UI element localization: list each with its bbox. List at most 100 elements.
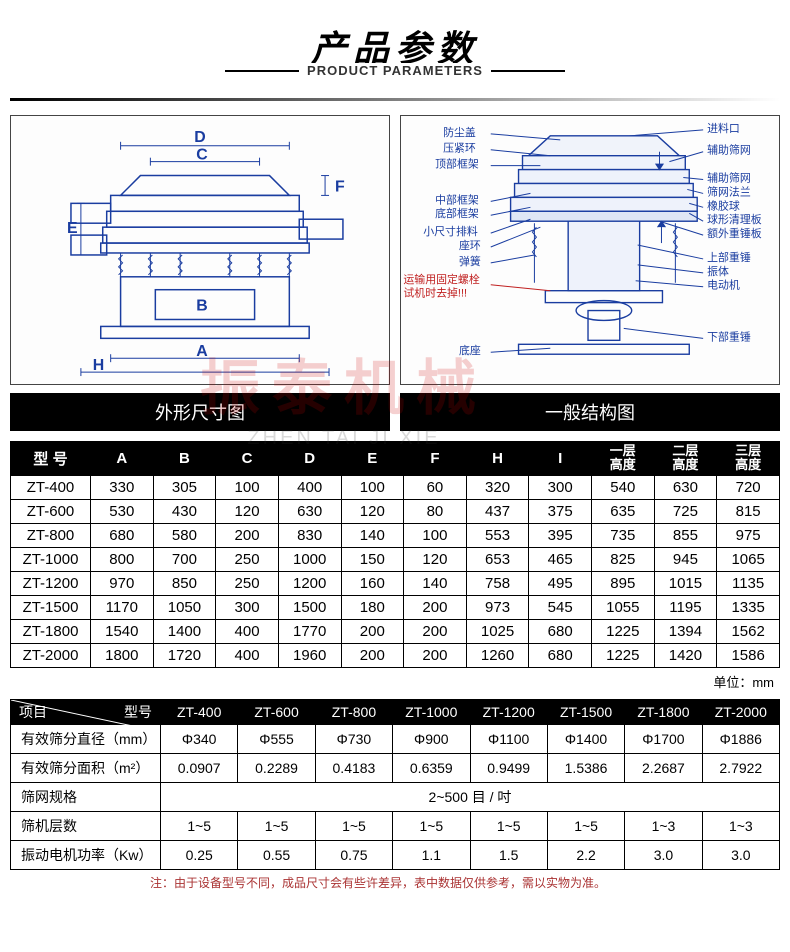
cell: 825	[592, 547, 655, 571]
svg-text:额外重锤板: 额外重锤板	[707, 226, 762, 240]
cell: 553	[466, 523, 529, 547]
cell: 200	[404, 619, 467, 643]
cell: Φ555	[238, 724, 315, 753]
t2-model-header: ZT-800	[315, 699, 392, 724]
cell: 635	[592, 499, 655, 523]
svg-text:压紧环: 压紧环	[443, 142, 476, 155]
structure-diagram: 防尘盖 压紧环 顶部框架 中部框架 底部框架 小尺寸排料 座环 弹簧 运输用固定…	[400, 115, 780, 385]
cell: Φ1400	[547, 724, 624, 753]
cell: 465	[529, 547, 592, 571]
cell: 1~5	[470, 811, 547, 840]
cell: 60	[404, 475, 467, 499]
cell: 180	[341, 595, 404, 619]
t1-header: D	[278, 442, 341, 476]
cell: ZT-1500	[11, 595, 91, 619]
cell: 1~5	[161, 811, 238, 840]
cell: 1720	[153, 643, 216, 667]
cell: 1025	[466, 619, 529, 643]
cell: ZT-1000	[11, 547, 91, 571]
dim-C: C	[196, 147, 208, 164]
t1-header: F	[404, 442, 467, 476]
cell: 0.4183	[315, 753, 392, 782]
table-row: ZT-40033030510040010060320300540630720	[11, 475, 780, 499]
cell: 2.7922	[702, 753, 779, 782]
table-row: ZT-1500117010503001500180200973545105511…	[11, 595, 780, 619]
cell: 1200	[278, 571, 341, 595]
cell: 1~5	[547, 811, 624, 840]
cell: 830	[278, 523, 341, 547]
cell: Φ1700	[625, 724, 702, 753]
cell: 400	[216, 643, 279, 667]
cell: 375	[529, 499, 592, 523]
cell: Φ1886	[702, 724, 779, 753]
cell: 395	[529, 523, 592, 547]
row-label: 有效筛分面积（m²）	[11, 753, 161, 782]
cell: 1~5	[315, 811, 392, 840]
row-label: 振动电机功率（Kw）	[11, 840, 161, 869]
t1-header: 二层高度	[654, 442, 717, 476]
cell: ZT-2000	[11, 643, 91, 667]
cell: 1586	[717, 643, 780, 667]
cell: 1000	[278, 547, 341, 571]
dim-D: D	[194, 129, 205, 146]
cell: 1225	[592, 643, 655, 667]
t2-model-header: ZT-1800	[625, 699, 702, 724]
t1-header: C	[216, 442, 279, 476]
cell: 0.6359	[393, 753, 470, 782]
cell: 0.55	[238, 840, 315, 869]
cell: 1~3	[702, 811, 779, 840]
cell: 1394	[654, 619, 717, 643]
svg-text:防尘盖: 防尘盖	[443, 125, 476, 139]
cell: 1~5	[393, 811, 470, 840]
dimensions-table: 型 号ABCDEFHI一层高度二层高度三层高度 ZT-4003303051004…	[10, 441, 780, 668]
cell: 160	[341, 571, 404, 595]
cell: 0.0907	[161, 753, 238, 782]
cell: 970	[91, 571, 154, 595]
table-row: 振动电机功率（Kw）0.250.550.751.11.52.23.03.0	[11, 840, 780, 869]
svg-text:进料口: 进料口	[707, 121, 740, 135]
cell: 400	[216, 619, 279, 643]
svg-text:底座: 底座	[459, 343, 481, 357]
cell: 850	[153, 571, 216, 595]
cell: 140	[341, 523, 404, 547]
svg-text:座环: 座环	[459, 238, 481, 252]
cell: 2.2	[547, 840, 624, 869]
cell: ZT-600	[11, 499, 91, 523]
svg-text:底部框架: 底部框架	[435, 206, 479, 220]
cell: 1065	[717, 547, 780, 571]
svg-text:试机时去掉!!!: 试机时去掉!!!	[403, 286, 467, 300]
cell: 545	[529, 595, 592, 619]
row-label: 筛机层数	[11, 811, 161, 840]
cell: 1335	[717, 595, 780, 619]
cell: 200	[404, 595, 467, 619]
cell: 680	[529, 619, 592, 643]
cell: 1770	[278, 619, 341, 643]
cell: ZT-800	[11, 523, 91, 547]
cell: 150	[341, 547, 404, 571]
table-row: ZT-800680580200830140100553395735855975	[11, 523, 780, 547]
svg-text:橡胶球: 橡胶球	[707, 198, 740, 212]
table-row: 筛机层数1~51~51~51~51~51~51~31~3	[11, 811, 780, 840]
cell: 630	[654, 475, 717, 499]
cell: 437	[466, 499, 529, 523]
caption-row: 外形尺寸图 一般结构图	[10, 393, 780, 431]
t1-header: B	[153, 442, 216, 476]
cell: 300	[216, 595, 279, 619]
cell: 100	[404, 523, 467, 547]
cell: 735	[592, 523, 655, 547]
cell: 630	[278, 499, 341, 523]
t1-header: E	[341, 442, 404, 476]
t1-header: I	[529, 442, 592, 476]
cell: 200	[216, 523, 279, 547]
svg-text:顶部框架: 顶部框架	[435, 157, 479, 171]
cell: 1.5	[470, 840, 547, 869]
cell: 300	[529, 475, 592, 499]
svg-text:振体: 振体	[707, 264, 729, 278]
cell: 680	[91, 523, 154, 547]
svg-text:辅助筛网: 辅助筛网	[707, 143, 751, 157]
cell: 653	[466, 547, 529, 571]
svg-text:上部重锤: 上部重锤	[707, 250, 751, 264]
cell: 1~5	[238, 811, 315, 840]
cell: 400	[278, 475, 341, 499]
cell: 1225	[592, 619, 655, 643]
